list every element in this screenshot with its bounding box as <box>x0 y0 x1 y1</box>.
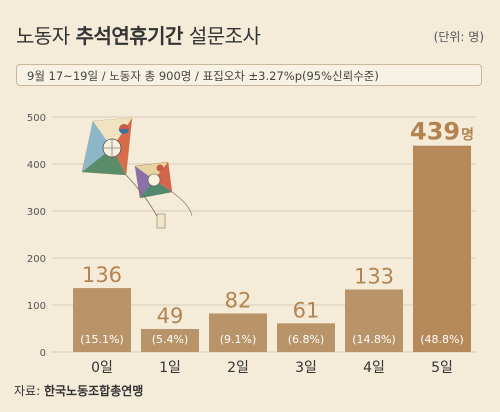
y-tick-label: 100 <box>27 301 46 312</box>
y-tick-label: 400 <box>27 160 46 171</box>
category-label: 4일 <box>363 360 385 376</box>
y-tick-label: 0 <box>40 348 46 359</box>
percent-label: (14.8%) <box>352 333 396 346</box>
title-bold: 추석연휴기간 <box>75 24 184 48</box>
title-prefix: 노동자 <box>16 24 70 48</box>
category-label: 5일 <box>431 360 453 376</box>
category-label: 2일 <box>227 360 249 376</box>
percent-label: (6.8%) <box>288 333 325 346</box>
source-label: 자료: <box>14 384 41 398</box>
value-label: 439명 <box>410 118 474 146</box>
percent-label: (5.4%) <box>152 333 189 346</box>
bar-labels: (15.1%) 136 0일 (5.4%) 49 1일 (9.1%) 82 2일 (6.8%) 61… <box>80 118 474 376</box>
percent-label: (9.1%) <box>220 333 257 346</box>
source-line: 자료: 한국노동조합총연맹 <box>14 382 143 399</box>
bar <box>141 328 199 352</box>
unit-label: (단위: 명) <box>433 30 484 44</box>
value-label: 136 <box>82 263 122 287</box>
bar <box>209 313 267 352</box>
bar <box>345 289 403 352</box>
percent-label: (15.1%) <box>80 333 124 346</box>
source-value: 한국노동조합총연맹 <box>43 384 144 398</box>
title-suffix: 설문조사 <box>188 24 261 48</box>
category-label: 3일 <box>295 360 317 376</box>
kite-icon <box>81 117 193 229</box>
chart-title: 노동자 추석연휴기간 설문조사 <box>16 20 261 49</box>
percent-label: (48.8%) <box>420 333 464 346</box>
value-label: 82 <box>225 288 252 312</box>
category-label: 1일 <box>159 360 181 376</box>
bar <box>277 323 335 352</box>
category-label: 0일 <box>91 360 113 376</box>
value-label: 49 <box>157 304 184 328</box>
grid-lines: 0 100 200 300 400 500 <box>27 113 476 359</box>
survey-info-box: 9월 17~19일 / 노동자 총 900명 / 표집오차 ±3.27%p(95… <box>16 64 482 86</box>
bar <box>73 288 131 352</box>
y-tick-label: 300 <box>27 207 46 218</box>
bars <box>73 145 471 352</box>
bar <box>413 145 471 352</box>
value-label: 61 <box>293 298 320 322</box>
y-tick-label: 500 <box>27 113 46 124</box>
value-label: 133 <box>354 264 394 288</box>
y-tick-label: 200 <box>27 254 46 265</box>
